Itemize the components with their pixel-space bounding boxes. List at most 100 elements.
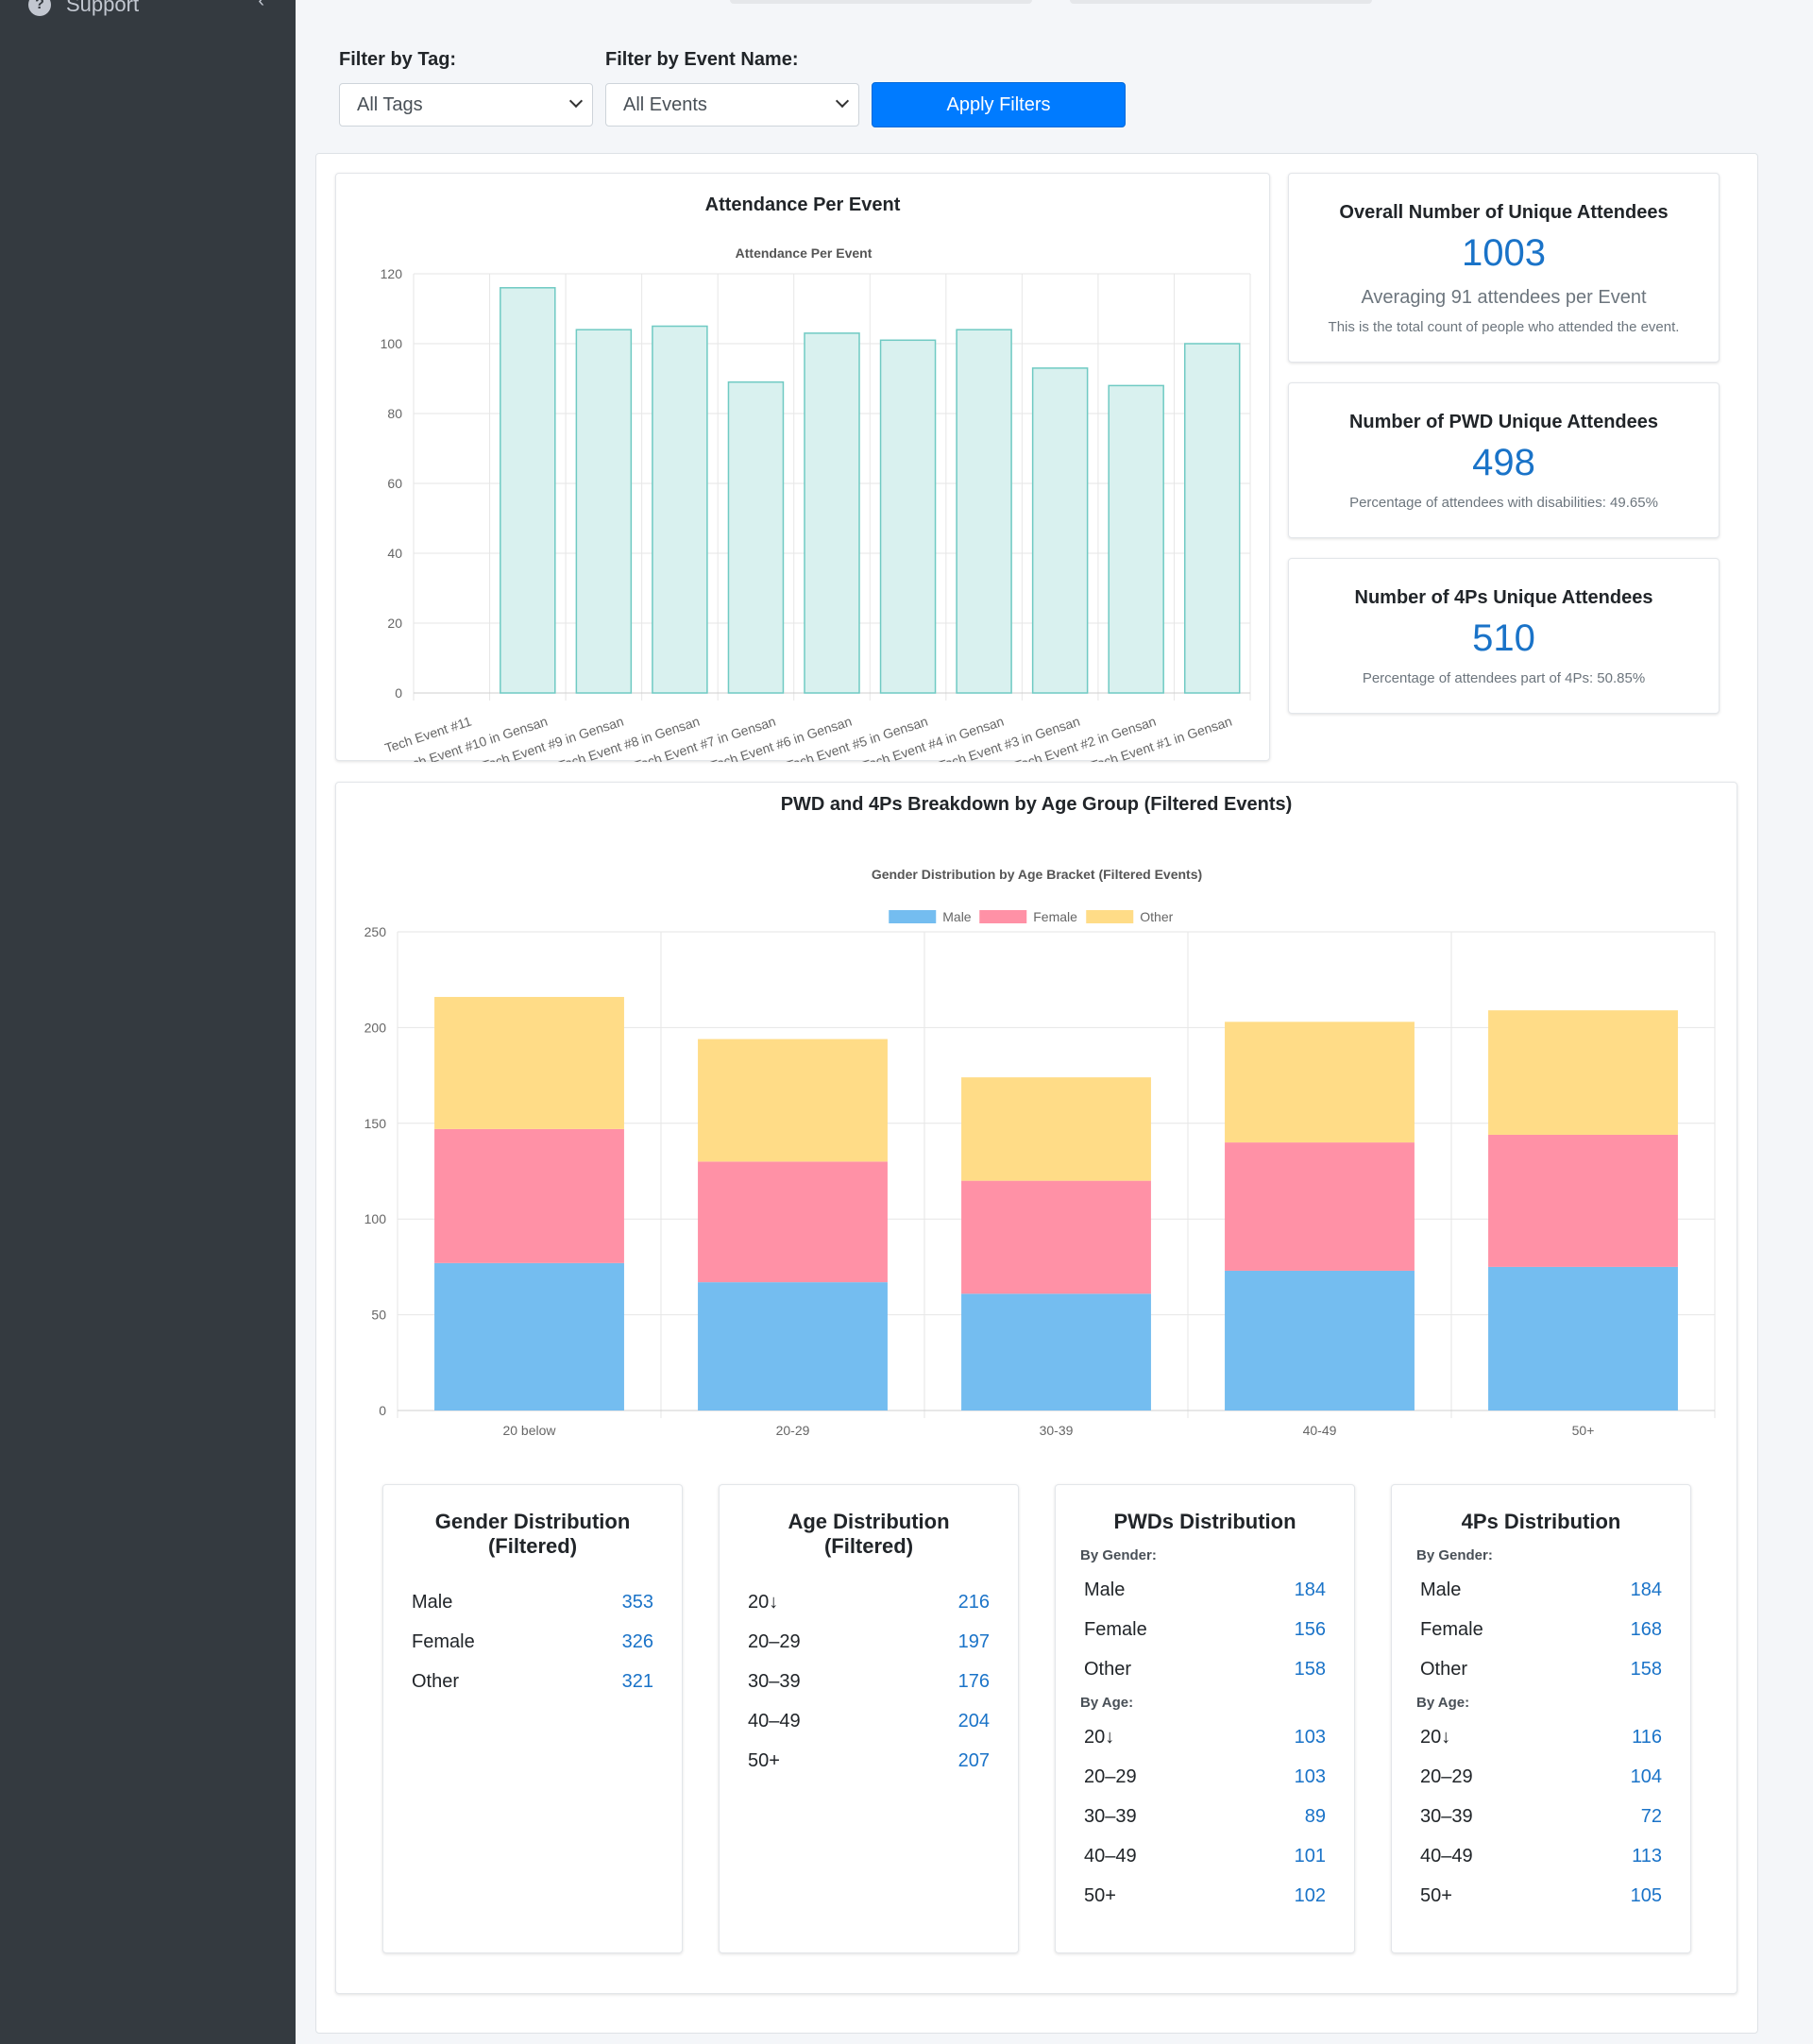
list-item: 30–39 176 (748, 1671, 990, 1698)
bar-segment (961, 1293, 1151, 1411)
list-item: 30–39 72 (1420, 1806, 1662, 1833)
list-item: 50+ 102 (1084, 1885, 1326, 1912)
row-value: 326 (621, 1631, 653, 1652)
row-value: 89 (1304, 1806, 1326, 1827)
bar-segment (1488, 1134, 1678, 1267)
stat-title: Overall Number of Unique Attendees (1339, 202, 1669, 223)
row-value: 113 (1632, 1846, 1662, 1867)
stat-title: Number of 4Ps Unique Attendees (1354, 587, 1653, 608)
row-value: 321 (621, 1671, 653, 1692)
row-value: 102 (1294, 1885, 1326, 1906)
y-tick-label: 250 (364, 924, 387, 939)
row-label: 20–29 (1084, 1766, 1137, 1787)
tag-filter-value: All Tags (357, 93, 423, 115)
sidebar-item-support[interactable]: ? Support ‹ (28, 0, 274, 21)
y-tick-label: 40 (387, 546, 402, 561)
bar-segment (1225, 1022, 1415, 1143)
chevron-down-icon (568, 93, 584, 109)
bar-segment (1225, 1270, 1415, 1411)
dist-title: Age Distribution (788, 1510, 950, 1533)
row-value: 216 (957, 1592, 990, 1613)
stat-note: Percentage of attendees part of 4Ps: 50.… (1362, 670, 1646, 686)
list-item: Other 158 (1420, 1659, 1662, 1685)
row-value: 156 (1294, 1619, 1326, 1640)
list-item: 20–29 197 (748, 1631, 990, 1658)
y-tick-label: 60 (387, 476, 402, 491)
list-item: 50+ 105 (1420, 1885, 1662, 1912)
legend-label: Other (1140, 909, 1173, 924)
4ps-attendees-card: Number of 4Ps Unique Attendees 510 Perce… (1288, 558, 1720, 714)
bar (575, 329, 633, 694)
attendance-card: Attendance Per Event Attendance Per Even… (335, 173, 1270, 762)
list-item: 30–39 89 (1084, 1806, 1326, 1833)
4ps-distribution-card: 4Ps Distribution By Gender: Male 184 Fema… (1391, 1484, 1691, 1953)
row-label: 30–39 (748, 1671, 801, 1692)
row-label: Female (412, 1631, 475, 1652)
list-item: 20–29 103 (1084, 1766, 1326, 1793)
by-gender-label: By Gender: (1080, 1547, 1157, 1563)
row-value: 104 (1630, 1766, 1662, 1787)
dist-title: PWDs Distribution (1113, 1510, 1296, 1533)
list-item: 20↓ 216 (748, 1592, 990, 1618)
bar-segment (961, 1077, 1151, 1181)
row-label: 30–39 (1420, 1806, 1473, 1827)
x-tick-label: 20 below (502, 1423, 556, 1438)
unique-attendees-card: Overall Number of Unique Attendees 1003 … (1288, 173, 1720, 363)
bar (500, 287, 556, 694)
gender-distribution-card: Gender Distribution (Filtered) Male 353 F… (382, 1484, 683, 1953)
row-value: 158 (1294, 1659, 1326, 1680)
attendance-chart: Attendance Per Event020406080100120Tech … (381, 245, 1251, 762)
y-tick-label: 100 (364, 1211, 387, 1226)
row-label: 50+ (1420, 1885, 1452, 1906)
row-label: 50+ (1084, 1885, 1116, 1906)
list-item: 40–49 101 (1084, 1846, 1326, 1872)
attendance-card-title: Attendance Per Event (704, 194, 901, 215)
top-card-edge (730, 0, 1032, 4)
row-value: 197 (957, 1631, 990, 1652)
tag-filter-select[interactable]: All Tags (339, 83, 593, 127)
sidebar-item-label: Support (66, 0, 140, 16)
legend-swatch (889, 910, 937, 923)
list-item: Other 158 (1084, 1659, 1326, 1685)
y-tick-label: 50 (371, 1308, 386, 1323)
row-value: 105 (1630, 1885, 1662, 1906)
row-value: 184 (1630, 1579, 1662, 1600)
list-item: Male 353 (412, 1592, 653, 1618)
dist-title: 4Ps Distribution (1461, 1510, 1621, 1533)
stat-note: Percentage of attendees with disabilitie… (1349, 495, 1658, 511)
y-tick-label: 20 (387, 616, 402, 631)
list-item: Male 184 (1420, 1579, 1662, 1606)
dist-title: Gender Distribution (434, 1510, 631, 1533)
list-item: Other 321 (412, 1671, 653, 1698)
bar-segment (1488, 1266, 1678, 1411)
legend-label: Male (942, 909, 972, 924)
chevron-left-icon[interactable]: ‹ (258, 0, 264, 11)
bar (727, 380, 785, 694)
x-tick-label: 30-39 (1040, 1423, 1074, 1438)
apply-filters-button[interactable]: Apply Filters (872, 82, 1126, 127)
event-filter-label: Filter by Event Name: (605, 49, 799, 70)
y-tick-label: 200 (364, 1020, 387, 1035)
row-value: 168 (1630, 1619, 1662, 1640)
bar (1108, 384, 1164, 694)
tag-filter-label: Filter by Tag: (339, 49, 457, 70)
bar-segment (434, 996, 624, 1129)
y-tick-label: 80 (387, 406, 402, 421)
bar-segment (1488, 1010, 1678, 1135)
row-label: 50+ (748, 1750, 780, 1771)
row-label: 40–49 (1420, 1846, 1473, 1867)
row-value: 184 (1294, 1579, 1326, 1600)
bar (652, 325, 708, 694)
dist-title-sub: (Filtered) (487, 1534, 578, 1558)
question-circle-icon: ? (28, 0, 51, 16)
event-filter-select[interactable]: All Events (605, 83, 859, 127)
y-tick-label: 0 (379, 1403, 386, 1418)
row-value: 353 (621, 1592, 653, 1613)
row-label: 30–39 (1084, 1806, 1137, 1827)
y-tick-label: 120 (381, 266, 403, 281)
bar-segment (434, 1128, 624, 1263)
row-value: 101 (1294, 1846, 1326, 1867)
legend-swatch (979, 910, 1027, 923)
row-value: 158 (1630, 1659, 1662, 1680)
pwd-distribution-card: PWDs Distribution By Gender: Male 184 Fem… (1055, 1484, 1355, 1953)
